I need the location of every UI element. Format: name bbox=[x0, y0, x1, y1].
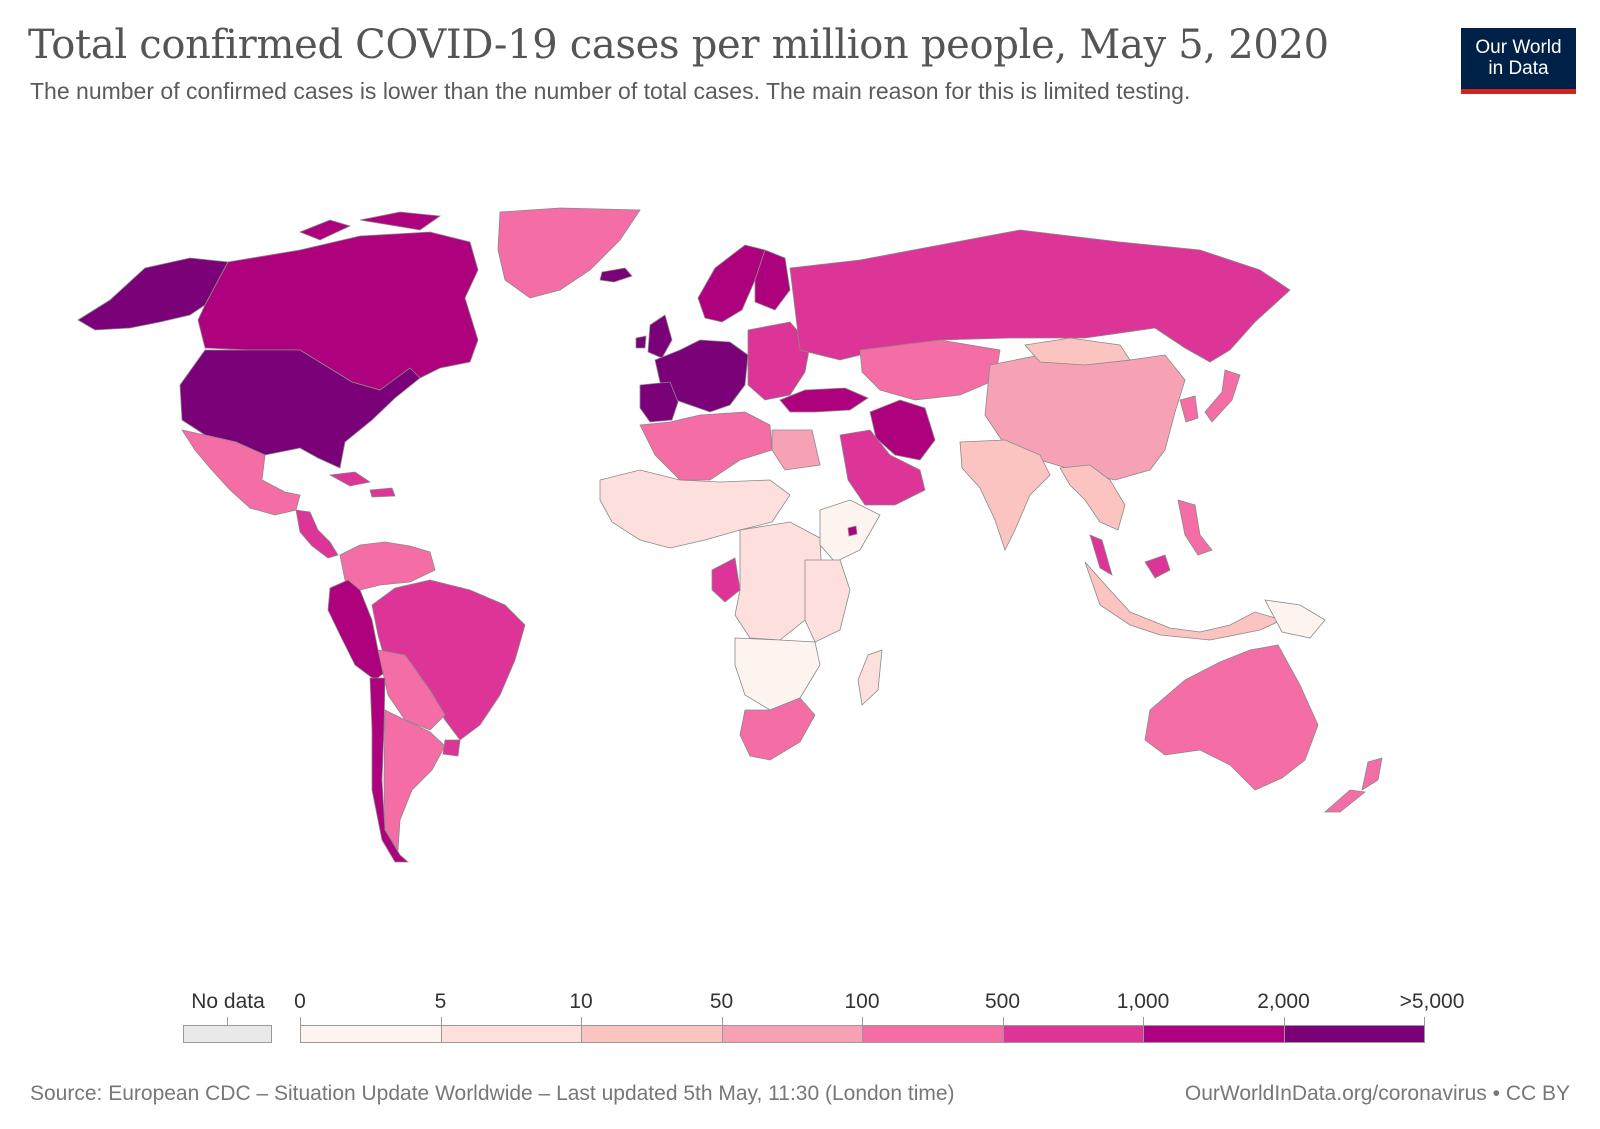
country-regions bbox=[77, 207, 1383, 863]
legend-tick bbox=[1002, 1017, 1004, 1025]
region-uk-ireland[interactable] bbox=[635, 314, 673, 359]
region-korea-japan[interactable] bbox=[1179, 369, 1241, 423]
region-spain-portugal[interactable] bbox=[639, 381, 679, 423]
legend-tick bbox=[581, 1017, 582, 1025]
credit-link[interactable]: OurWorldInData.org/coronavirus • CC BY bbox=[1184, 1082, 1570, 1105]
region-southern-africa[interactable] bbox=[734, 637, 821, 711]
region-sahel-west-africa[interactable] bbox=[599, 469, 791, 549]
world-map bbox=[77, 207, 1383, 863]
legend-tick-label: 500 bbox=[984, 990, 1021, 1013]
legend-swatch[interactable] bbox=[440, 1025, 582, 1043]
legend-tick-label: 2,000 bbox=[1257, 990, 1310, 1013]
region-eastern-europe[interactable] bbox=[747, 321, 811, 401]
region-philippines[interactable] bbox=[1177, 499, 1213, 556]
chart-title: Total confirmed COVID-19 cases per milli… bbox=[28, 22, 1329, 68]
region-indonesia[interactable] bbox=[1084, 561, 1284, 641]
legend-tick-label: 50 bbox=[709, 990, 734, 1013]
region-saudi-arabia-gulf[interactable] bbox=[839, 429, 926, 506]
legend-tick bbox=[1283, 1017, 1285, 1025]
region-turkey[interactable] bbox=[779, 387, 869, 413]
source-note: Source: European CDC – Situation Update … bbox=[30, 1082, 955, 1105]
chart-subtitle: The number of confirmed cases is lower t… bbox=[30, 78, 1191, 104]
legend-swatch[interactable] bbox=[1002, 1025, 1144, 1043]
region-malaysia[interactable] bbox=[1089, 534, 1171, 579]
region-finland[interactable] bbox=[754, 249, 791, 311]
region-madagascar[interactable] bbox=[857, 649, 883, 706]
region-chile[interactable] bbox=[369, 677, 410, 863]
legend-tick bbox=[1143, 1017, 1144, 1025]
region-australia[interactable] bbox=[1144, 644, 1319, 791]
region-central-america[interactable] bbox=[295, 509, 339, 559]
logo-accent-bar bbox=[1461, 89, 1576, 94]
legend-tick bbox=[440, 1017, 442, 1025]
legend-swatch[interactable] bbox=[300, 1025, 442, 1043]
region-east-africa[interactable] bbox=[804, 559, 851, 643]
logo-line-1: Our World bbox=[1475, 37, 1562, 58]
region-egypt[interactable] bbox=[771, 429, 821, 471]
region-canada[interactable] bbox=[197, 211, 479, 391]
legend-swatch[interactable] bbox=[1143, 1025, 1285, 1043]
region-iceland[interactable] bbox=[599, 267, 633, 283]
legend-tick-label: 0 bbox=[294, 990, 306, 1013]
region-north-africa[interactable] bbox=[639, 411, 773, 481]
legend-swatch[interactable] bbox=[721, 1025, 863, 1043]
legend-tick-label: 1,000 bbox=[1116, 990, 1170, 1013]
legend-swatch[interactable] bbox=[1283, 1025, 1425, 1043]
legend-tick-label: 10 bbox=[569, 990, 593, 1013]
region-caribbean[interactable] bbox=[328, 471, 396, 498]
logo-line-2: in Data bbox=[1488, 58, 1549, 79]
legend-swatch[interactable] bbox=[862, 1025, 1004, 1043]
region-india-south-asia[interactable] bbox=[959, 439, 1051, 552]
region-bolivia-paraguay[interactable] bbox=[377, 649, 446, 731]
region-mongolia[interactable] bbox=[1024, 337, 1131, 366]
region-central-africa[interactable] bbox=[734, 521, 823, 641]
region-papua-new-guinea[interactable] bbox=[1264, 599, 1326, 639]
region-gabon-cameroon[interactable] bbox=[711, 557, 741, 603]
legend-tick-label: 100 bbox=[844, 990, 880, 1013]
legend-no-data-swatch[interactable] bbox=[183, 1025, 272, 1043]
legend-tick bbox=[1424, 1017, 1425, 1025]
region-djibouti[interactable] bbox=[847, 525, 858, 537]
legend-tick bbox=[300, 1017, 301, 1025]
region-new-zealand[interactable] bbox=[1323, 757, 1383, 813]
region-mexico[interactable] bbox=[181, 429, 301, 516]
legend-tick-label: 5 bbox=[434, 990, 447, 1013]
region-russia[interactable] bbox=[789, 229, 1291, 363]
legend-no-data-tick bbox=[227, 1017, 228, 1025]
owid-logo[interactable]: Our World in Data bbox=[1461, 28, 1576, 94]
region-southeast-asia[interactable] bbox=[1059, 464, 1126, 531]
region-south-africa[interactable] bbox=[739, 697, 816, 761]
legend-no-data-label: No data bbox=[191, 990, 265, 1013]
region-argentina[interactable] bbox=[383, 709, 446, 852]
legend-tick bbox=[721, 1017, 723, 1025]
legend-tick bbox=[862, 1017, 863, 1025]
region-uruguay[interactable] bbox=[442, 739, 461, 757]
legend-tick-label: >5,000 bbox=[1399, 990, 1465, 1013]
region-greenland[interactable] bbox=[497, 207, 641, 299]
region-kazakhstan-central-asia[interactable] bbox=[859, 339, 1001, 401]
legend-swatch[interactable] bbox=[581, 1025, 723, 1043]
